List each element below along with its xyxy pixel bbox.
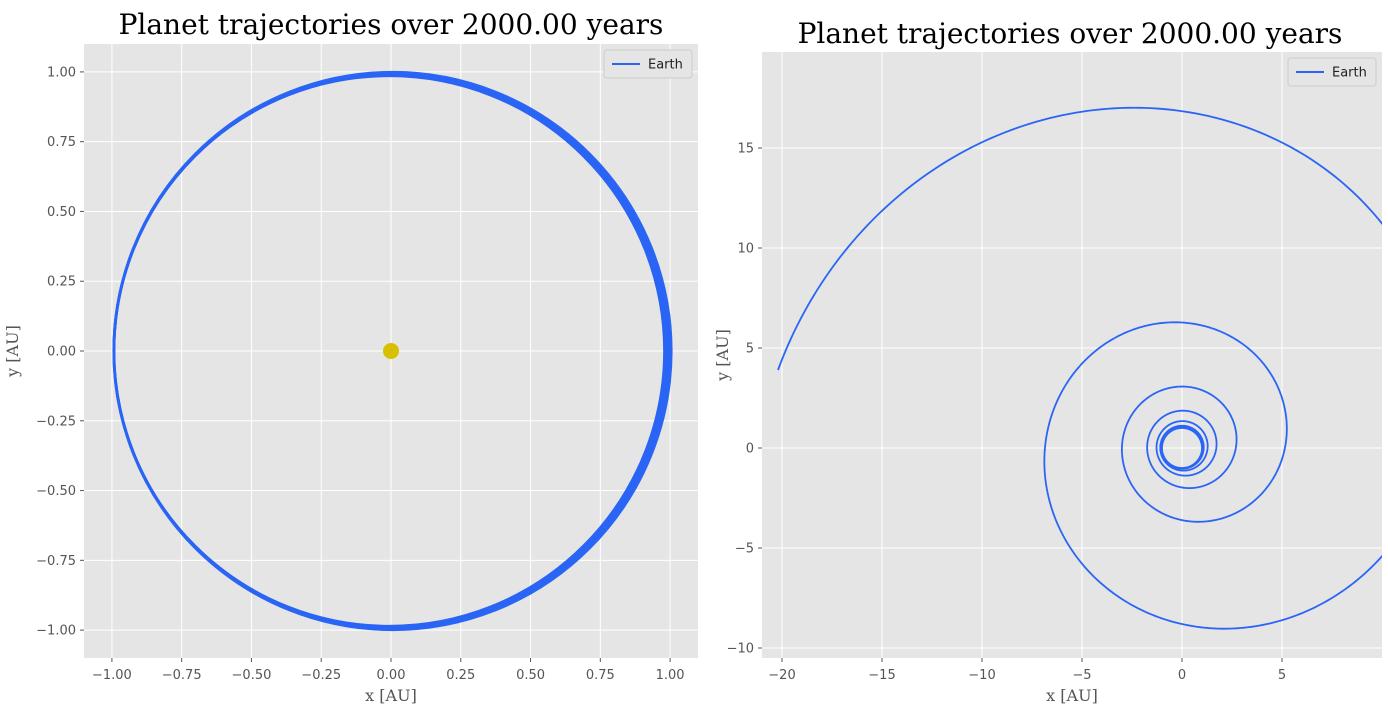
x-tick-label: −15 (868, 668, 895, 683)
plot-area (762, 52, 1382, 658)
legend-box (1287, 57, 1377, 87)
y-tick-label: −0.25 (36, 414, 76, 429)
plot-data (112, 70, 673, 632)
y-tick-label: 1.00 (47, 65, 76, 80)
y-axis-label: y [AU] (3, 325, 22, 378)
y-tick-label: 0.50 (47, 205, 76, 220)
x-tick-label: −10 (968, 668, 995, 683)
x-axis-label: x [AU] (1046, 686, 1098, 705)
x-tick-label: −1.00 (92, 668, 132, 683)
legend-label-earth: Earth (1332, 66, 1367, 81)
x-tick-label: 0.75 (586, 668, 615, 683)
y-tick-label: −10 (727, 642, 754, 657)
chart-left: −1.00 −0.75 −0.50 −0.25 0.00 0.25 0.50 0.75 1.00… (3, 8, 698, 705)
x-axis-label: x [AU] (365, 686, 417, 705)
series-earth-orbit (112, 70, 673, 632)
chart-title: Planet trajectories over 2000.00 years (798, 17, 1343, 50)
y-tick-label: 15 (737, 142, 754, 157)
x-tick-label: 1.00 (656, 668, 685, 683)
x-tick-label: −5 (1072, 668, 1091, 683)
y-tick-label: 0.75 (47, 135, 76, 150)
y-tick-label: −5 (735, 542, 754, 557)
x-tick-label: 0.00 (377, 668, 406, 683)
x-tick-label: −20 (768, 668, 795, 683)
y-axis-label: y [AU] (713, 329, 732, 382)
y-tick-label: −1.00 (36, 624, 76, 639)
y-tick-label: 0.25 (47, 275, 76, 290)
series-earth-trajectory (777, 106, 1382, 630)
x-tick-label: −0.50 (232, 668, 272, 683)
chart-title: Planet trajectories over 2000.00 years (119, 8, 664, 41)
x-tick-label: 0.25 (446, 668, 475, 683)
x-tick-label: 5 (1278, 668, 1286, 683)
x-tick-label: 0 (1178, 668, 1186, 683)
plot-data (777, 106, 1382, 630)
y-tick-label: 10 (737, 242, 754, 257)
legend-box (603, 49, 693, 79)
y-tick-label: 5 (746, 342, 754, 357)
chart-right: −20 −15 −10 −5 0 5 15 10 5 0 −5 −10 Planet trajector… (713, 17, 1382, 705)
y-tick-label: −0.50 (36, 484, 76, 499)
legend-label-earth: Earth (648, 58, 683, 73)
x-tick-label: 0.50 (516, 668, 545, 683)
y-tick-label: 0.00 (47, 345, 76, 360)
sun-marker (383, 343, 399, 359)
y-tick-label: 0 (746, 442, 754, 457)
x-tick-label: −0.75 (162, 668, 202, 683)
x-tick-label: −0.25 (301, 668, 341, 683)
y-tick-label: −0.75 (36, 554, 76, 569)
